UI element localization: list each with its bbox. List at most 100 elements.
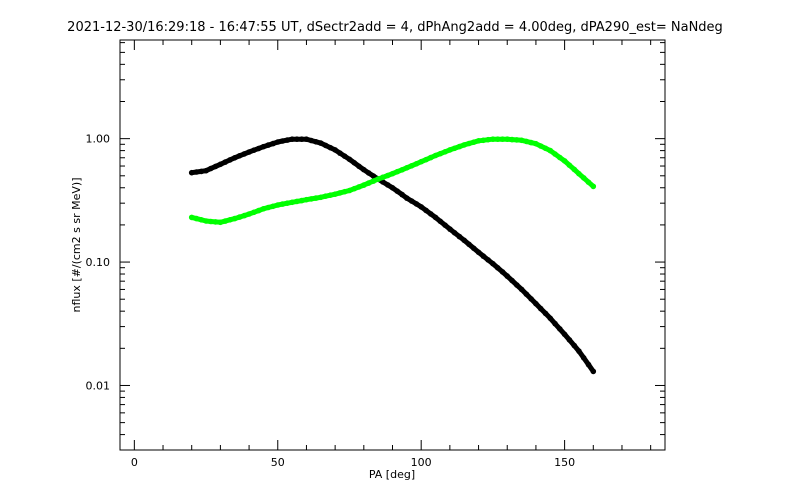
data-point — [351, 160, 358, 166]
data-point — [212, 163, 219, 170]
data-point — [327, 144, 334, 151]
data-point — [471, 245, 477, 252]
data-point — [380, 174, 386, 181]
data-point — [265, 142, 272, 148]
data-point — [217, 219, 224, 226]
data-point — [303, 136, 310, 142]
data-point — [384, 182, 391, 188]
data-point — [370, 173, 377, 179]
data-point — [418, 204, 425, 210]
data-point — [389, 170, 396, 177]
data-point — [193, 215, 200, 222]
data-point — [332, 191, 338, 197]
data-point — [404, 165, 410, 171]
data-point — [475, 138, 482, 144]
data-point — [528, 139, 534, 146]
data-point — [380, 179, 386, 185]
data-point — [561, 331, 568, 338]
data-point — [547, 315, 554, 322]
data-point — [399, 167, 405, 173]
data-point — [537, 143, 544, 149]
data-point — [394, 188, 401, 194]
data-point — [523, 138, 530, 145]
data-point — [432, 214, 439, 221]
data-point — [341, 188, 348, 195]
data-point — [284, 200, 291, 206]
data-point — [432, 152, 439, 159]
y-tick-label: 0.01 — [86, 379, 111, 392]
data-point — [341, 153, 348, 159]
data-point — [236, 214, 243, 220]
data-point — [590, 368, 597, 375]
data-point — [442, 149, 448, 155]
y-tick-label: 0.10 — [86, 256, 111, 269]
data-point — [427, 154, 434, 161]
data-point — [423, 156, 429, 163]
data-point — [504, 136, 511, 142]
data-point — [571, 342, 577, 349]
data-point — [490, 136, 496, 142]
data-point — [188, 169, 195, 176]
chart-title: 2021-12-30/16:29:18 - 16:47:55 UT, dSect… — [67, 20, 723, 35]
data-point — [227, 217, 233, 223]
data-point — [255, 207, 262, 214]
data-point — [275, 202, 281, 208]
data-point — [284, 137, 291, 143]
data-point — [337, 190, 343, 196]
x-tick-label: 0 — [131, 456, 138, 469]
data-point — [451, 145, 458, 152]
data-point — [576, 348, 582, 354]
x-axis-label: PA [deg] — [369, 468, 415, 481]
data-point — [490, 260, 496, 267]
data-point — [461, 237, 468, 244]
data-point — [255, 145, 262, 152]
data-point — [198, 168, 205, 175]
data-point — [533, 140, 539, 147]
data-point — [408, 163, 415, 169]
data-point — [298, 136, 305, 142]
series-1 — [188, 136, 597, 375]
data-point — [576, 170, 582, 177]
data-point — [289, 136, 295, 142]
data-point — [413, 201, 420, 207]
data-point — [518, 137, 525, 144]
data-point — [580, 355, 587, 361]
data-point — [188, 214, 195, 221]
data-point — [222, 218, 228, 224]
data-point — [542, 145, 549, 152]
data-point — [480, 253, 487, 259]
data-point — [241, 151, 248, 157]
data-point — [518, 286, 525, 293]
data-point — [231, 155, 238, 161]
data-point — [260, 206, 267, 212]
data-point — [442, 222, 448, 228]
data-point — [193, 169, 200, 175]
x-axis: 0 50 100 150 — [131, 40, 652, 469]
data-point — [203, 167, 209, 174]
data-point — [389, 185, 396, 191]
data-point — [499, 269, 506, 275]
data-point — [294, 198, 300, 205]
data-point — [557, 326, 563, 332]
data-point — [279, 201, 286, 207]
y-tick-label: 1.00 — [86, 133, 111, 146]
data-point — [361, 182, 367, 188]
data-point — [447, 226, 453, 232]
data-point — [447, 147, 453, 153]
data-point — [475, 249, 482, 256]
data-point — [456, 143, 463, 150]
data-point — [356, 184, 362, 190]
data-point — [217, 161, 224, 168]
data-point — [480, 137, 487, 144]
data-point — [361, 166, 367, 173]
data-point — [499, 136, 506, 142]
data-point — [270, 203, 276, 210]
data-point — [509, 136, 515, 143]
data-point — [322, 142, 329, 149]
data-point — [408, 198, 415, 204]
data-point — [294, 136, 300, 142]
data-point — [231, 215, 238, 222]
data-point — [437, 218, 444, 225]
data-point — [557, 154, 563, 161]
